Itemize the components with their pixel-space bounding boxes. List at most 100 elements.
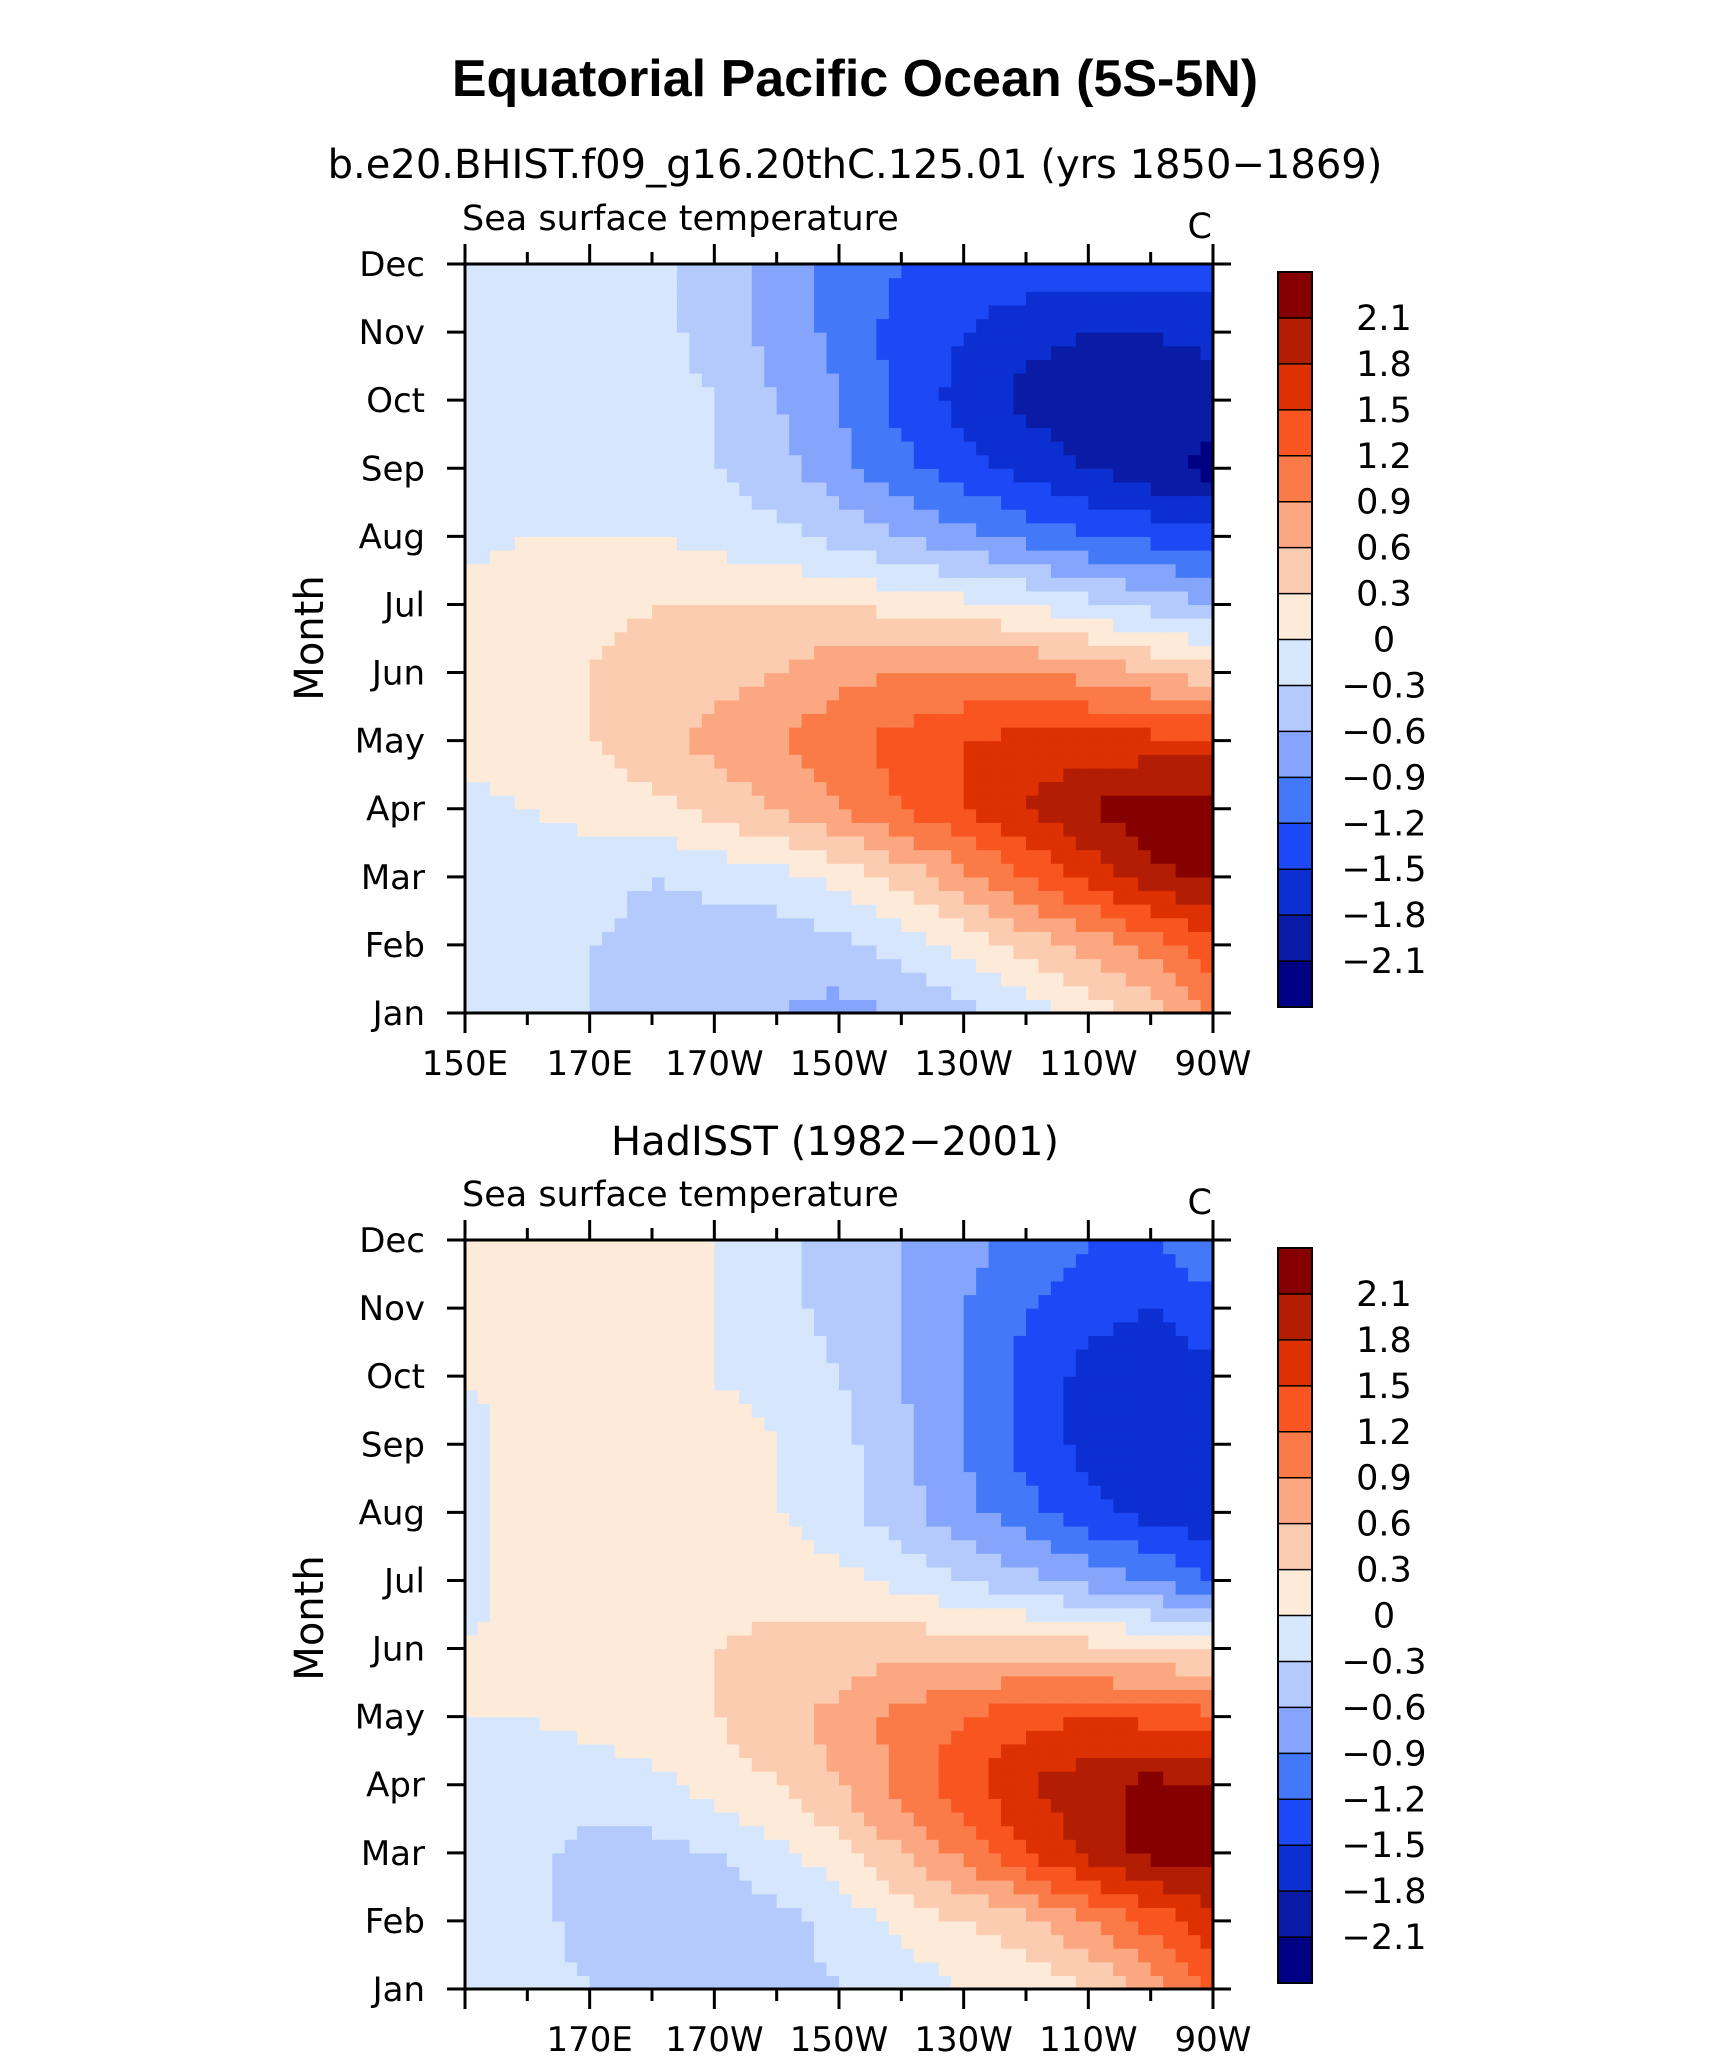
contour-cell — [602, 1675, 616, 1690]
contour-cell — [614, 672, 628, 687]
contour-cell — [901, 876, 915, 892]
contour-cell — [739, 590, 753, 606]
contour-cell — [1113, 658, 1127, 674]
contour-cell — [689, 563, 703, 578]
contour-cell — [826, 427, 840, 442]
contour-cell — [901, 699, 915, 714]
contour-cell — [1038, 795, 1052, 810]
contour-cell — [814, 835, 828, 851]
contour-cell — [926, 618, 940, 633]
contour-cell — [1163, 318, 1177, 333]
contour-cell — [477, 727, 491, 742]
contour-cell — [502, 1948, 516, 1963]
contour-cell — [1175, 1730, 1189, 1745]
contour-cell — [876, 1743, 890, 1759]
contour-cell — [1075, 332, 1089, 347]
contour-cell — [1063, 999, 1077, 1014]
contour-cell — [1075, 944, 1089, 960]
contour-cell — [652, 1811, 666, 1827]
contour-cell — [564, 304, 578, 320]
contour-cell — [639, 1934, 653, 1949]
contour-cell — [1088, 1839, 1102, 1854]
contour-cell — [1001, 359, 1015, 374]
contour-cell — [1063, 441, 1077, 456]
contour-cell — [1188, 876, 1202, 892]
contour-cell — [863, 372, 877, 388]
contour-cell — [1013, 958, 1027, 973]
contour-cell — [489, 604, 503, 619]
contour-cell — [1013, 876, 1027, 892]
contour-cell — [776, 835, 790, 851]
contour-cell — [1163, 1839, 1177, 1854]
contour-cell — [1075, 1784, 1089, 1799]
contour-cell — [751, 1866, 765, 1881]
contour-cell — [851, 985, 865, 1000]
contour-cell — [1038, 359, 1052, 374]
contour-cell — [1150, 835, 1164, 851]
contour-cell — [664, 277, 678, 292]
contour-cell — [913, 332, 927, 347]
contour-cell — [1175, 999, 1189, 1014]
contour-cell — [714, 972, 728, 987]
contour-cell — [477, 400, 491, 415]
contour-cell — [1163, 1961, 1177, 1976]
contour-cell — [1200, 849, 1214, 864]
contour-cell — [701, 1811, 715, 1827]
contour-cell — [1001, 631, 1015, 646]
contour-cell — [1100, 304, 1114, 320]
contour-cell — [801, 332, 815, 347]
contour-cell — [1200, 876, 1214, 892]
contour-cell — [589, 454, 603, 469]
contour-cell — [689, 1948, 703, 1963]
contour-cell — [664, 631, 678, 646]
contour-cell — [888, 332, 902, 347]
contour-cell — [639, 972, 653, 987]
contour-cell — [652, 1784, 666, 1799]
contour-cell — [1075, 1907, 1089, 1922]
contour-cell — [764, 699, 778, 714]
colorbar: 2.11.81.51.20.90.60.30−0.3−0.6−0.9−1.2−1… — [1277, 271, 1427, 1008]
contour-cell — [689, 1893, 703, 1908]
contour-cell — [764, 972, 778, 987]
contour-cell — [888, 985, 902, 1000]
contour-cell — [1188, 386, 1202, 401]
contour-cell — [814, 345, 828, 360]
contour-cell — [589, 876, 603, 892]
contour-cell — [1075, 931, 1089, 946]
contour-cell — [1063, 304, 1077, 320]
contour-cell — [751, 413, 765, 429]
contour-cell — [726, 1961, 740, 1976]
contour-cell — [1001, 1648, 1015, 1663]
contour-cell — [988, 1716, 1002, 1731]
contour-cell — [976, 1893, 990, 1908]
contour-cell — [465, 808, 479, 823]
contour-cell — [1175, 631, 1189, 646]
contour-cell — [1013, 631, 1027, 646]
contour-cell — [1075, 835, 1089, 851]
contour-cell — [1138, 1839, 1152, 1854]
contour-cell — [851, 1798, 865, 1813]
contour-cell — [726, 944, 740, 960]
contour-cell — [726, 713, 740, 728]
contour-cell — [901, 795, 915, 810]
contour-cell — [602, 291, 616, 306]
contour-cell — [976, 931, 990, 946]
contour-cell — [988, 536, 1002, 551]
contour-cell — [1150, 808, 1164, 823]
contour-cell — [552, 917, 566, 932]
contour-cell — [1050, 1948, 1064, 1963]
contour-cell — [465, 999, 479, 1014]
contour-cell — [1100, 795, 1114, 810]
contour-cell — [1150, 522, 1164, 537]
contour-cell — [577, 917, 591, 932]
contour-cell — [614, 386, 628, 401]
contour-cell — [938, 931, 952, 946]
contour-cell — [477, 1621, 491, 1636]
contour-cell — [539, 645, 553, 660]
contour-cell — [627, 454, 641, 469]
contour-cell — [1175, 876, 1189, 892]
contour-cell — [514, 835, 528, 851]
contour-cell — [876, 304, 890, 320]
contour-cell — [652, 972, 666, 987]
contour-cell — [976, 359, 990, 374]
